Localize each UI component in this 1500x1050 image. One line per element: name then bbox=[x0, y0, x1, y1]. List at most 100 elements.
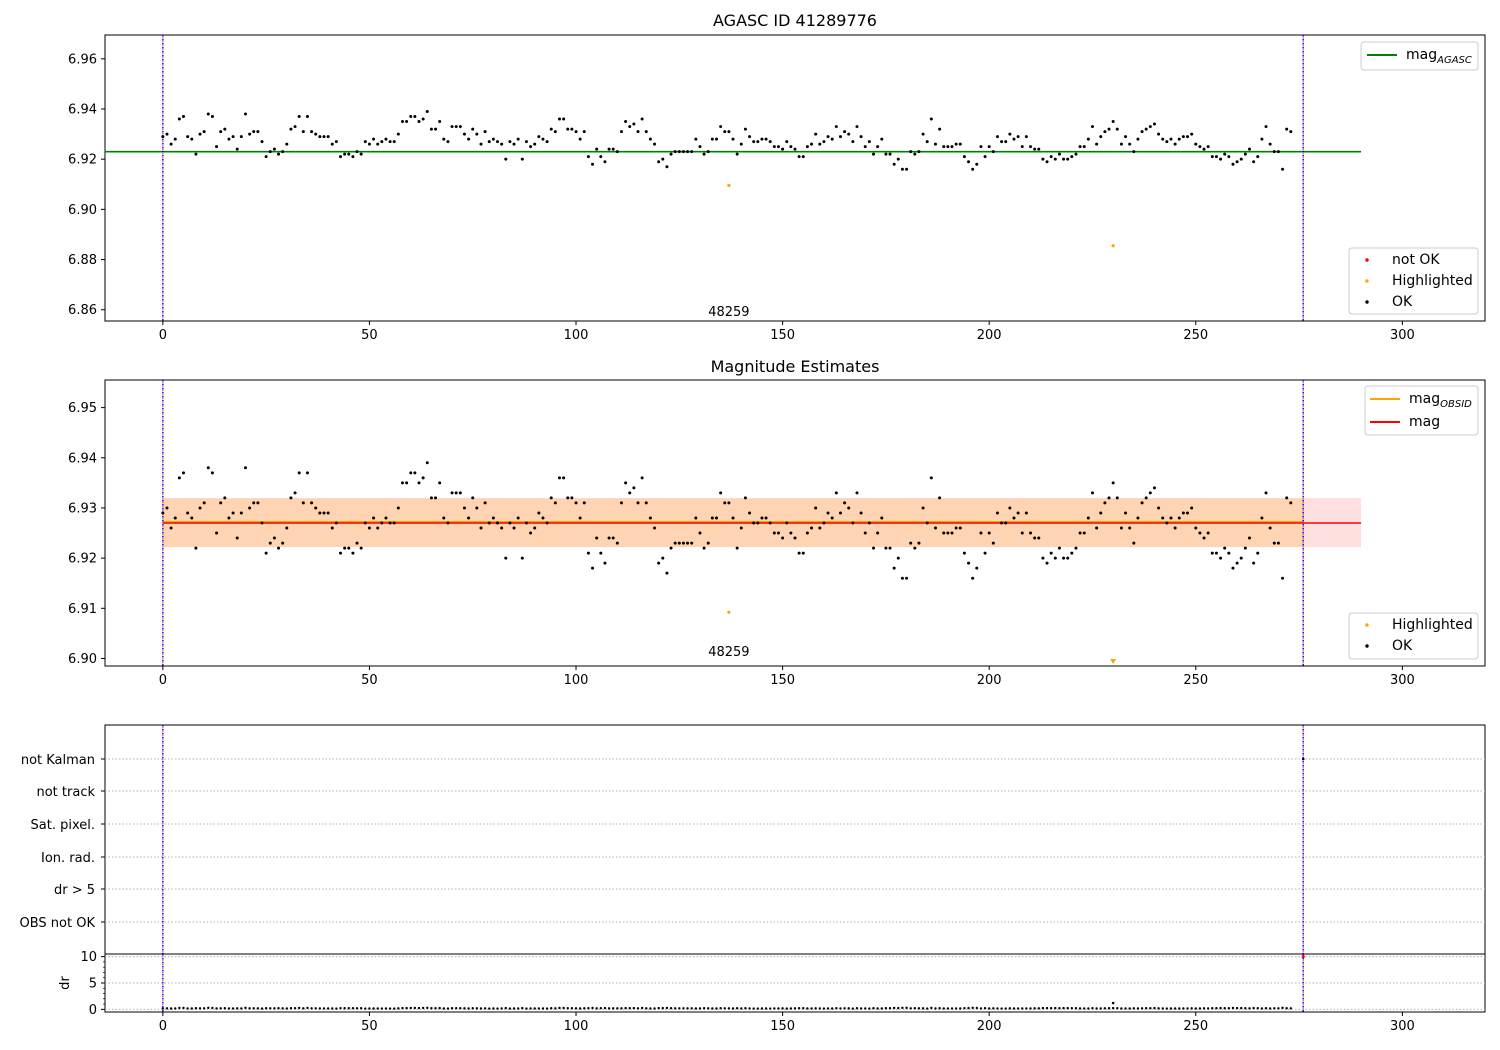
ok-point bbox=[1194, 526, 1198, 530]
dr-point bbox=[1012, 1007, 1016, 1010]
ok-point bbox=[933, 526, 937, 530]
ok-point bbox=[1223, 546, 1227, 550]
ok-point bbox=[574, 130, 578, 134]
ok-point bbox=[991, 150, 995, 154]
ok-point bbox=[322, 135, 326, 139]
ok-point bbox=[909, 150, 913, 154]
ok-point bbox=[339, 551, 343, 555]
ok-point bbox=[673, 541, 677, 545]
dr-point bbox=[310, 1007, 313, 1010]
dr-point bbox=[521, 1006, 524, 1010]
ok-point bbox=[1124, 511, 1128, 515]
ok-point bbox=[454, 125, 458, 129]
dr-point bbox=[397, 1007, 400, 1010]
ok-point bbox=[272, 536, 276, 540]
ok-point bbox=[252, 501, 256, 505]
ok-point bbox=[355, 150, 359, 154]
dr-point bbox=[996, 1007, 999, 1010]
ok-point bbox=[491, 137, 495, 141]
ok-point bbox=[859, 135, 863, 139]
dr-point bbox=[653, 1007, 656, 1010]
ok-point bbox=[867, 521, 871, 525]
ok-point bbox=[1169, 137, 1173, 141]
ok-point bbox=[739, 526, 743, 530]
ok-point bbox=[541, 516, 545, 520]
ok-point bbox=[1252, 160, 1256, 164]
ok-point bbox=[727, 130, 731, 134]
ok-point bbox=[190, 516, 194, 520]
dr-point bbox=[1078, 1007, 1082, 1010]
ok-point bbox=[1239, 556, 1243, 560]
x-axis-tick-label: 300 bbox=[1390, 1019, 1415, 1034]
x-axis-tick-label: 200 bbox=[977, 328, 1002, 343]
dr-point bbox=[508, 1007, 512, 1010]
ok-point bbox=[673, 150, 677, 154]
ok-point bbox=[1119, 142, 1123, 146]
ok-point bbox=[483, 130, 487, 134]
dr-point bbox=[690, 1007, 693, 1010]
dr-point bbox=[847, 1007, 850, 1010]
obsid-label: 48259 bbox=[708, 305, 749, 320]
x-axis-tick-label: 300 bbox=[1390, 328, 1415, 343]
x-axis-tick-label: 50 bbox=[361, 328, 378, 343]
legend-point-label: Highlighted bbox=[1392, 617, 1473, 633]
ok-point bbox=[570, 496, 574, 500]
dr-point bbox=[1252, 1006, 1255, 1010]
ok-point bbox=[772, 531, 776, 535]
ok-point bbox=[905, 167, 909, 171]
ok-point bbox=[293, 491, 297, 495]
legend-point-swatch bbox=[1365, 623, 1369, 627]
dr-point bbox=[516, 1007, 520, 1010]
ok-point bbox=[756, 140, 760, 144]
ok-point bbox=[1008, 506, 1012, 510]
dr-point bbox=[1264, 1006, 1268, 1010]
ok-point bbox=[310, 501, 314, 505]
ok-point bbox=[322, 511, 326, 515]
ok-point bbox=[1086, 516, 1090, 520]
ok-point bbox=[714, 516, 718, 520]
dr-point bbox=[781, 1007, 784, 1010]
dr-point bbox=[326, 1007, 330, 1010]
ok-point bbox=[1177, 137, 1181, 141]
ok-point bbox=[793, 536, 797, 540]
dr-point bbox=[901, 1006, 904, 1010]
ok-point bbox=[1115, 127, 1119, 131]
dr-point bbox=[351, 1006, 355, 1010]
ok-point bbox=[834, 125, 838, 129]
legend-point-label: OK bbox=[1392, 638, 1413, 654]
legend-point-label: Highlighted bbox=[1392, 273, 1473, 289]
ok-point bbox=[962, 551, 966, 555]
dr-point bbox=[707, 1007, 710, 1010]
ok-point bbox=[743, 496, 747, 500]
ok-point bbox=[748, 135, 752, 139]
dr-point bbox=[587, 1006, 590, 1010]
dr-point bbox=[855, 1006, 859, 1010]
dr-point bbox=[612, 1007, 615, 1010]
ok-point bbox=[975, 162, 979, 166]
dr-point bbox=[1103, 1007, 1107, 1010]
ok-point bbox=[764, 137, 768, 141]
ok-point bbox=[1045, 561, 1049, 565]
ok-point bbox=[326, 135, 330, 139]
ok-point bbox=[235, 147, 239, 151]
dr-point bbox=[355, 1007, 359, 1010]
ok-point bbox=[231, 511, 235, 515]
dr-point bbox=[975, 1006, 978, 1010]
dr-point bbox=[504, 1006, 507, 1010]
ok-point bbox=[1041, 157, 1045, 161]
dr-point bbox=[636, 1007, 640, 1010]
dr-point bbox=[219, 1007, 222, 1010]
dr-point bbox=[1206, 1007, 1210, 1010]
ok-point bbox=[541, 137, 545, 141]
ok-point bbox=[177, 476, 181, 480]
ok-point bbox=[1235, 561, 1239, 565]
dr-point bbox=[347, 1007, 350, 1010]
dr-point bbox=[876, 1007, 879, 1010]
ok-point bbox=[334, 140, 338, 144]
dr-point bbox=[1186, 1007, 1189, 1010]
x-axis-tick-label: 0 bbox=[159, 328, 167, 343]
dr-point bbox=[541, 1007, 545, 1010]
ok-point bbox=[995, 135, 999, 139]
dr-point bbox=[545, 1007, 549, 1010]
ok-point bbox=[1169, 516, 1173, 520]
